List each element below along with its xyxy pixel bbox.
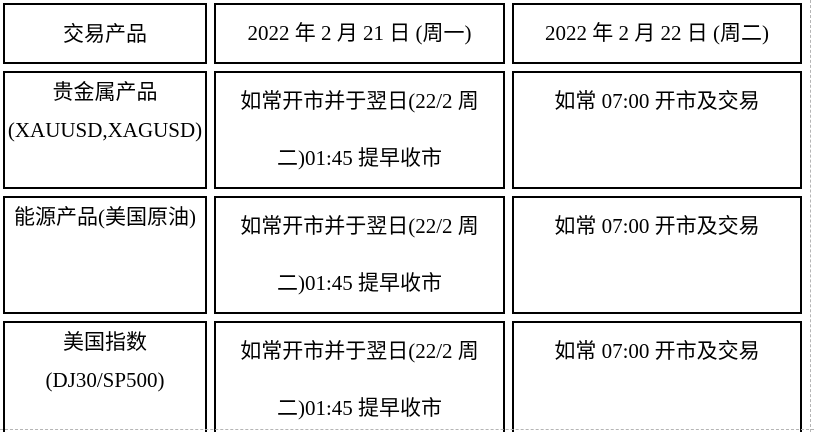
header-product-label: 交易产品 <box>63 21 147 46</box>
monday-schedule-cell: 如常开市并于翌日(22/2 周 二)01:45 提早收市 <box>214 321 505 432</box>
schedule-text-line: 如常开市并于翌日(22/2 周 <box>240 214 479 238</box>
schedule-text-line: 如常开市并于翌日(22/2 周 <box>240 89 479 113</box>
product-symbols: (XAUUSD,XAGUSD) <box>7 118 203 142</box>
table-row-energy: 能源产品(美国原油) 如常开市并于翌日(22/2 周 二)01:45 提早收市 … <box>3 196 802 314</box>
schedule-text-line: 如常 07:00 开市及交易 <box>554 214 760 238</box>
tuesday-schedule-cell: 如常 07:00 开市及交易 <box>512 196 802 314</box>
page-boundary-bottom-line <box>0 429 814 430</box>
schedule-text-line: 二)01:45 提早收市 <box>276 271 443 295</box>
table-row-us-indices: 美国指数 (DJ30/SP500) 如常开市并于翌日(22/2 周 二)01:4… <box>3 321 802 432</box>
schedule-text-line: 如常 07:00 开市及交易 <box>554 89 760 113</box>
tuesday-schedule-cell: 如常 07:00 开市及交易 <box>512 321 802 432</box>
schedule-text-line: 如常开市并于翌日(22/2 周 <box>240 339 479 363</box>
product-cell: 贵金属产品 (XAUUSD,XAGUSD) <box>3 71 207 189</box>
table-row-precious-metals: 贵金属产品 (XAUUSD,XAGUSD) 如常开市并于翌日(22/2 周 二)… <box>3 71 802 189</box>
schedule-text-line: 二)01:45 提早收市 <box>276 396 443 420</box>
monday-schedule-cell: 如常开市并于翌日(22/2 周 二)01:45 提早收市 <box>214 71 505 189</box>
header-cell-product: 交易产品 <box>3 3 207 64</box>
header-cell-tuesday-date: 2022 年 2 月 22 日 (周二) <box>512 3 802 64</box>
header-cell-monday-date: 2022 年 2 月 21 日 (周一) <box>214 3 505 64</box>
product-name: 能源产品(美国原油) <box>14 205 196 229</box>
product-name: 贵金属产品 <box>52 80 158 104</box>
tuesday-schedule-cell: 如常 07:00 开市及交易 <box>512 71 802 189</box>
header-tuesday-label: 2022 年 2 月 22 日 (周二) <box>545 21 769 45</box>
header-monday-label: 2022 年 2 月 21 日 (周一) <box>247 21 472 45</box>
page-boundary-right-line <box>810 0 811 432</box>
schedule-text-line: 如常 07:00 开市及交易 <box>554 339 760 363</box>
table-header-row: 交易产品 2022 年 2 月 21 日 (周一) 2022 年 2 月 22 … <box>3 3 802 64</box>
product-cell: 能源产品(美国原油) <box>3 196 207 314</box>
product-symbols: (DJ30/SP500) <box>45 368 165 392</box>
product-cell: 美国指数 (DJ30/SP500) <box>3 321 207 432</box>
schedule-text-line: 二)01:45 提早收市 <box>276 146 443 170</box>
product-name: 美国指数 <box>63 330 147 354</box>
monday-schedule-cell: 如常开市并于翌日(22/2 周 二)01:45 提早收市 <box>214 196 505 314</box>
